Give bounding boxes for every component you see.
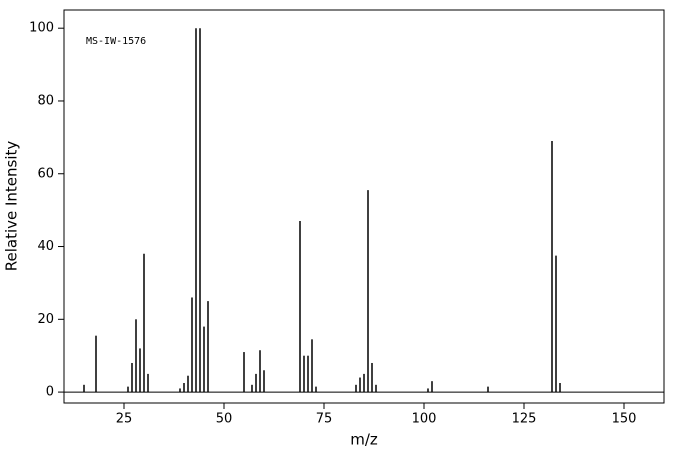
y-tick-label: 40 [37, 239, 54, 254]
y-tick-label: 60 [37, 166, 54, 181]
x-tick-label: 150 [612, 412, 637, 427]
x-tick-label: 125 [512, 412, 537, 427]
x-axis-label: m/z [350, 431, 378, 449]
y-tick-label: 20 [37, 312, 54, 327]
y-tick-label: 0 [46, 385, 54, 400]
x-tick-label: 25 [116, 412, 133, 427]
annotation: MS-IW-1576 [86, 36, 146, 47]
plot-frame [63, 9, 665, 404]
y-tick-label: 80 [37, 93, 54, 108]
x-tick-label: 100 [412, 412, 437, 427]
y-tick-label: 100 [29, 21, 54, 36]
y-axis-label: Relative Intensity [3, 141, 21, 272]
x-tick-label: 75 [316, 412, 333, 427]
x-tick-label: 50 [216, 412, 233, 427]
